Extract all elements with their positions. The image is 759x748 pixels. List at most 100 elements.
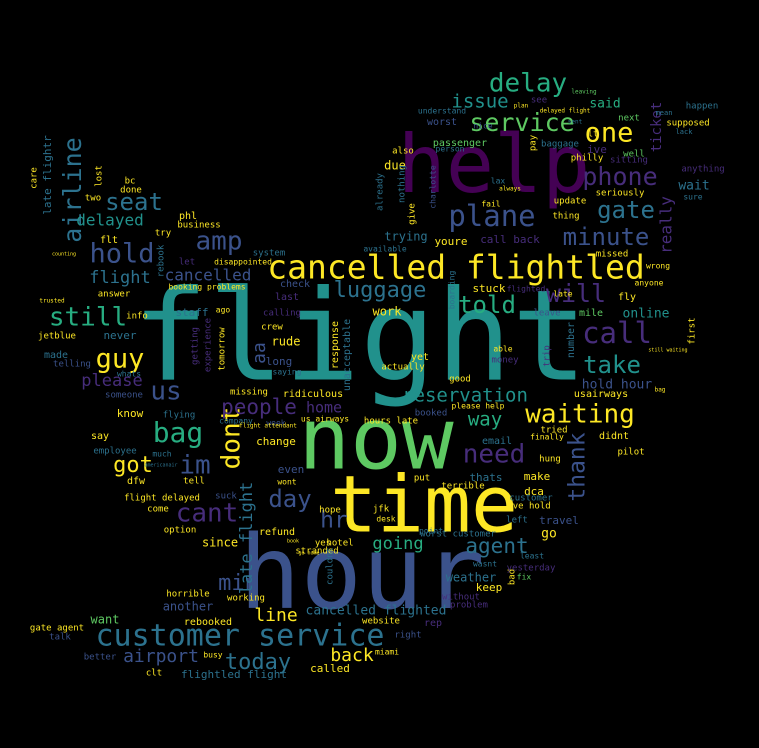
cloud-word: worst — [427, 117, 457, 128]
cloud-word: plan — [514, 103, 529, 110]
cloud-word: happen — [686, 102, 719, 112]
cloud-word: know — [117, 407, 144, 420]
cloud-word: already — [376, 172, 386, 211]
cloud-word: since — [202, 536, 238, 550]
cloud-word: worst customer — [420, 530, 496, 540]
cloud-word: calling — [263, 309, 301, 319]
cloud-word: anything — [681, 165, 724, 175]
cloud-word: delay — [489, 69, 567, 99]
cloud-word: miami — [375, 648, 399, 657]
cloud-word: ive hold — [507, 502, 550, 512]
cloud-word: wait — [678, 179, 709, 194]
cloud-word: trip — [543, 345, 553, 367]
cloud-word: stuck — [472, 282, 505, 295]
cloud-word: back — [330, 645, 374, 666]
cloud-word: bag — [153, 416, 204, 449]
cloud-word: flight — [89, 268, 150, 288]
cloud-word: yesterday — [507, 564, 556, 574]
cloud-word: boarding — [448, 271, 457, 310]
cloud-word: go — [541, 527, 557, 542]
cloud-word: airport — [123, 646, 199, 667]
cloud-word: weather — [446, 571, 497, 585]
cloud-word: made — [44, 350, 68, 361]
cloud-word: now — [298, 389, 454, 489]
cloud-word: pilot — [617, 448, 644, 458]
cloud-word: service — [469, 108, 574, 137]
cloud-word: clt — [146, 669, 162, 679]
cloud-word: us airways — [301, 415, 349, 424]
cloud-word: let — [179, 258, 195, 268]
cloud-word: hold — [89, 239, 154, 270]
cloud-word: busy — [203, 651, 222, 660]
cloud-word: crew — [261, 323, 283, 333]
cloud-word: supposed — [666, 119, 709, 129]
cloud-word: called — [310, 662, 350, 675]
cloud-word: understand — [418, 107, 466, 116]
cloud-word: counting — [52, 252, 76, 258]
cloud-word: issue — [451, 91, 508, 113]
cloud-word: want — [91, 613, 120, 627]
cloud-word: tried — [540, 426, 567, 436]
cloud-word: thats — [469, 471, 502, 484]
cloud-word: work — [373, 305, 403, 319]
cloud-word: im — [179, 451, 210, 481]
cloud-word: usairways — [574, 389, 628, 400]
cloud-word: lt — [588, 130, 599, 140]
cloud-word: getting — [191, 327, 201, 365]
cloud-word: still — [49, 303, 127, 333]
cloud-word: got — [113, 453, 153, 478]
cloud-word: give — [408, 203, 418, 225]
cloud-word: always — [499, 186, 521, 193]
cloud-word: put — [414, 474, 430, 484]
cloud-word: person — [436, 145, 465, 154]
cloud-word: charlotte — [429, 165, 438, 209]
cloud-word: still waiting — [648, 348, 687, 354]
cloud-word: philly — [571, 154, 604, 164]
cloud-word: better — [84, 653, 117, 663]
cloud-word: number — [566, 322, 577, 358]
cloud-word: time — [330, 460, 518, 550]
cloud-word: aa — [249, 342, 270, 364]
cloud-word: line — [254, 605, 297, 626]
cloud-word: telling — [53, 360, 91, 370]
cloud-word: talk — [49, 633, 71, 643]
cloud-word: anyone — [635, 279, 664, 288]
cloud-word: late flightr — [41, 135, 54, 215]
cloud-word: care — [30, 167, 40, 189]
cloud-word: customer service — [96, 619, 385, 654]
cloud-word: call back — [480, 233, 540, 246]
cloud-word: company — [219, 417, 253, 426]
cloud-word: point — [419, 527, 443, 536]
cloud-word: experience — [204, 318, 214, 372]
cloud-word: bag — [655, 387, 666, 394]
cloud-word: much — [152, 450, 171, 459]
cloud-word: without — [442, 593, 480, 603]
cloud-word: people — [221, 395, 297, 419]
cloud-word: waiting — [525, 400, 635, 430]
cloud-word: couldnt — [326, 547, 336, 585]
cloud-word: check — [280, 279, 310, 290]
cloud-word: lack — [676, 128, 694, 136]
cloud-word: flt — [100, 235, 118, 246]
cloud-word: delayed flight — [540, 108, 591, 115]
cloud-word: ticket — [649, 102, 665, 153]
cloud-word: see — [531, 96, 547, 106]
cloud-word: flight attendant — [239, 423, 297, 430]
cloud-word: late — [553, 290, 572, 299]
cloud-word: left — [506, 516, 528, 526]
cloud-word: luggage — [334, 278, 427, 303]
cloud-word: cancelled flightled — [267, 248, 645, 287]
cloud-word: terrible — [441, 482, 484, 492]
cloud-word: dfw — [127, 476, 146, 487]
cloud-word: youre — [434, 235, 467, 248]
cloud-word: ridiculous — [283, 389, 343, 400]
cloud-word: first — [688, 317, 698, 344]
cloud-word: dont — [217, 407, 247, 470]
cloud-word: missing — [230, 388, 268, 398]
cloud-word: bc — [125, 177, 136, 187]
cloud-word: rep — [424, 618, 442, 629]
cloud-word: yes — [315, 539, 331, 549]
cloud-word: yet — [411, 352, 429, 363]
cloud-word: trying — [384, 230, 427, 244]
